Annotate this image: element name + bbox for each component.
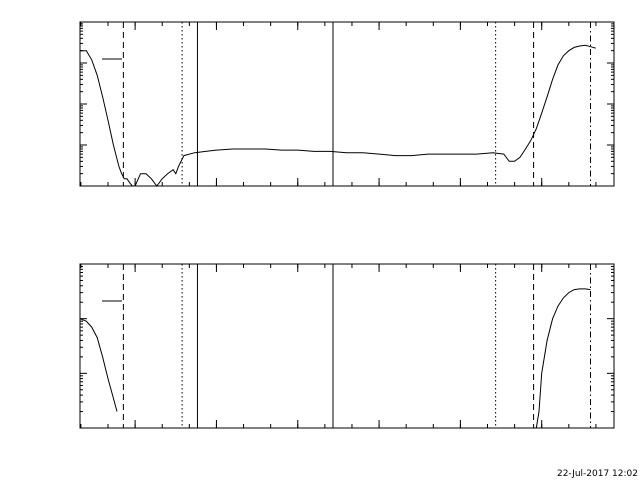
generation-timestamp: 22-Jul-2017 12:02 [557, 469, 638, 479]
series-line [79, 288, 591, 429]
series-line [80, 44, 597, 187]
hi-channel-panel [79, 263, 615, 429]
lo-channel-panel [79, 21, 615, 187]
